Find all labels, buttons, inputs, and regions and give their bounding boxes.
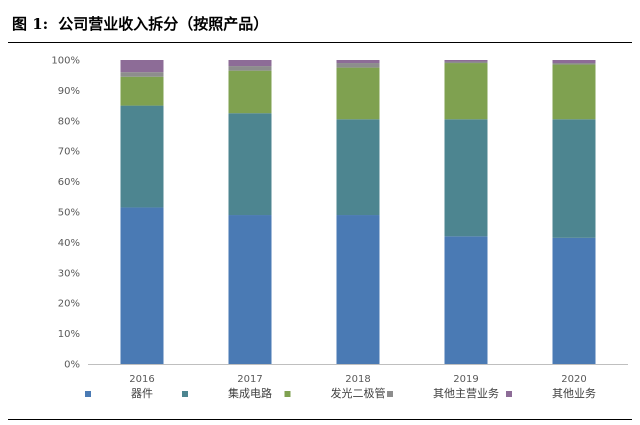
bar-segment [228,113,272,216]
legend-label: 发光二极管 [331,386,386,400]
legend-swatch [85,391,91,397]
bar-segment [444,61,488,64]
legend-label: 集成电路 [228,386,272,400]
bar-segment [228,60,272,67]
bar-segment [336,63,380,68]
bar-segment [228,66,272,71]
legend-swatch [182,391,188,397]
bottom-divider [8,419,632,420]
y-tick-label: 30% [58,268,80,279]
stacked-bar-chart: 0% 10% 20% 30% 40% 50% 60% 70% 80% 90% 100% 2016 201… [51,56,628,400]
bar-segment [120,105,164,208]
x-tick-label: 2016 [129,374,154,385]
y-tick-label: 90% [58,86,80,97]
title-divider [8,42,632,43]
bar-segment [120,207,164,364]
bar-segment [444,60,488,62]
bar-segment [552,64,596,120]
y-tick-label: 20% [58,299,80,310]
y-tick-label: 80% [58,116,80,127]
legend-swatch [284,391,291,397]
bar-segment [552,60,596,64]
bar-segment [336,67,380,120]
bar-segment [444,236,488,364]
y-tick-label: 40% [58,238,80,249]
bar-segment [336,60,380,64]
bar-segment [444,119,488,237]
x-tick-label: 2017 [237,374,262,385]
bar-segment [336,215,380,364]
y-tick-label: 0% [64,360,80,371]
bar-segment [120,76,164,106]
bar-segment [120,60,164,73]
legend-swatch [506,391,512,397]
legend-label: 其他业务 [552,387,596,400]
x-tick-label: 2018 [345,374,370,385]
bar-segment [120,72,164,77]
bar-segment [228,215,272,364]
y-tick-label: 60% [58,177,80,188]
bar-segment [444,63,488,120]
figure-title: 图 1: 公司营业收入拆分（按照产品） [12,12,268,36]
y-tick-label: 70% [58,147,80,158]
bar-segment [552,237,596,364]
bar-segment [336,119,380,216]
legend-label: 器件 [131,387,153,400]
figure-title-text: 公司营业收入拆分（按照产品） [58,15,269,33]
y-tick-label: 10% [58,329,80,340]
x-tick-label: 2019 [453,374,478,385]
bar-segment [552,119,596,238]
bar-segment [228,70,272,114]
y-tick-label: 50% [58,208,80,219]
x-tick-label: 2020 [561,374,586,385]
figure-label: 图 1: [12,15,49,33]
bar-segment [552,63,596,65]
legend-label: 其他主营业务 [433,386,499,400]
legend-swatch [387,391,393,397]
y-tick-label: 100% [51,56,80,67]
